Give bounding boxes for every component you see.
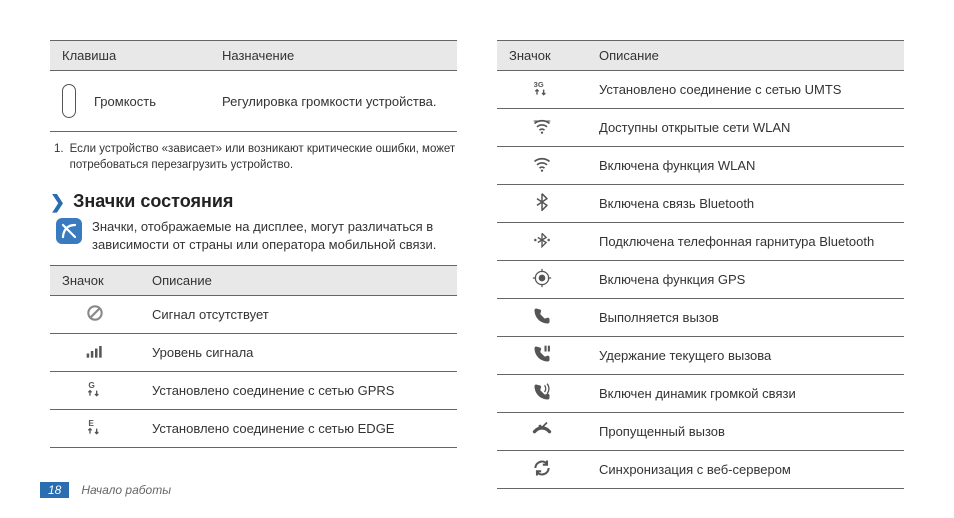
signal-icon xyxy=(78,341,112,361)
speaker-icon xyxy=(525,382,559,402)
heading-text: Значки состояния xyxy=(73,191,233,212)
icon-desc: Установлено соединение с сетью EDGE xyxy=(140,410,457,448)
table-row: Выполняется вызов xyxy=(497,299,904,337)
page-number: 18 xyxy=(40,482,69,498)
page-footer: 18 Начало работы xyxy=(40,482,171,498)
icon-desc: Установлено соединение с сетью UMTS xyxy=(587,71,904,109)
wlan-open-icon xyxy=(525,116,559,136)
icon-desc: Синхронизация с веб-сервером xyxy=(587,451,904,489)
table-row: E Установлено соединение с сетью EDGE xyxy=(50,410,457,448)
icons-header-desc: Описание xyxy=(140,266,457,296)
table-row: Громкость Регулировка громкости устройст… xyxy=(50,71,457,132)
table-row: Синхронизация с веб-сервером xyxy=(497,451,904,489)
call-hold-icon xyxy=(525,344,559,364)
table-row: 3G Установлено соединение с сетью UMTS xyxy=(497,71,904,109)
bt-headset-icon xyxy=(525,230,559,250)
wlan-icon xyxy=(525,154,559,174)
info-note: Значки, отображаемые на дисплее, могут р… xyxy=(56,218,457,253)
table-row: Подключена телефонная гарнитура Bluetoot… xyxy=(497,223,904,261)
table-row: Сигнал отсутствует xyxy=(50,296,457,334)
svg-text:3G: 3G xyxy=(534,80,544,89)
keys-header-desc: Назначение xyxy=(210,41,457,71)
volume-key-icon xyxy=(62,84,76,118)
icon-desc: Включен динамик громкой связи xyxy=(587,375,904,413)
icon-desc: Удержание текущего вызова xyxy=(587,337,904,375)
sync-icon xyxy=(525,458,559,478)
icons-table-left: Значок Описание Сигнал отсутствует Урове… xyxy=(50,265,457,448)
table-row: Удержание текущего вызова xyxy=(497,337,904,375)
icon-desc: Подключена телефонная гарнитура Bluetoot… xyxy=(587,223,904,261)
chevron-icon: ❯ xyxy=(50,193,65,211)
key-label: Громкость xyxy=(94,94,156,109)
key-desc: Регулировка громкости устройства. xyxy=(210,71,457,132)
icon-desc: Выполняется вызов xyxy=(587,299,904,337)
call-icon xyxy=(525,306,559,326)
missed-call-icon xyxy=(525,420,559,440)
table-row: Включена функция GPS xyxy=(497,261,904,299)
table-row: Пропущенный вызов xyxy=(497,413,904,451)
no-signal-icon xyxy=(78,303,112,323)
keys-header-key: Клавиша xyxy=(50,41,210,71)
gps-icon xyxy=(525,268,559,288)
right-column: Значок Описание 3G Установлено соединени… xyxy=(497,40,904,489)
section-heading: ❯ Значки состояния xyxy=(50,191,457,212)
umts-icon: 3G xyxy=(525,78,559,98)
note-icon xyxy=(56,218,82,244)
footnote-number: 1. xyxy=(54,142,64,173)
icon-desc: Уровень сигнала xyxy=(140,334,457,372)
table-row: G Установлено соединение с сетью GPRS xyxy=(50,372,457,410)
table-row: Включен динамик громкой связи xyxy=(497,375,904,413)
icon-desc: Установлено соединение с сетью GPRS xyxy=(140,372,457,410)
table-row: Включена функция WLAN xyxy=(497,147,904,185)
icon-desc: Включена связь Bluetooth xyxy=(587,185,904,223)
icons-header-icon: Значок xyxy=(497,41,587,71)
keys-table: Клавиша Назначение Громкость Регулировка… xyxy=(50,40,457,132)
gprs-icon: G xyxy=(78,379,112,399)
icon-desc: Включена функция GPS xyxy=(587,261,904,299)
icons-header-desc: Описание xyxy=(587,41,904,71)
table-row: Доступны открытые сети WLAN xyxy=(497,109,904,147)
svg-text:G: G xyxy=(88,380,94,390)
icon-desc: Пропущенный вызов xyxy=(587,413,904,451)
left-column: Клавиша Назначение Громкость Регулировка… xyxy=(50,40,457,489)
icon-desc: Доступны открытые сети WLAN xyxy=(587,109,904,147)
svg-text:E: E xyxy=(88,418,94,428)
icon-desc: Сигнал отсутствует xyxy=(140,296,457,334)
icons-table-right: Значок Описание 3G Установлено соединени… xyxy=(497,40,904,489)
edge-icon: E xyxy=(78,417,112,437)
bluetooth-icon xyxy=(525,192,559,212)
icon-desc: Включена функция WLAN xyxy=(587,147,904,185)
icons-header-icon: Значок xyxy=(50,266,140,296)
footnote: 1. Если устройство «зависает» или возник… xyxy=(54,142,457,173)
note-text: Значки, отображаемые на дисплее, могут р… xyxy=(92,218,457,253)
table-row: Уровень сигнала xyxy=(50,334,457,372)
footer-section: Начало работы xyxy=(81,483,171,497)
footnote-text: Если устройство «зависает» или возникают… xyxy=(70,142,457,173)
table-row: Включена связь Bluetooth xyxy=(497,185,904,223)
